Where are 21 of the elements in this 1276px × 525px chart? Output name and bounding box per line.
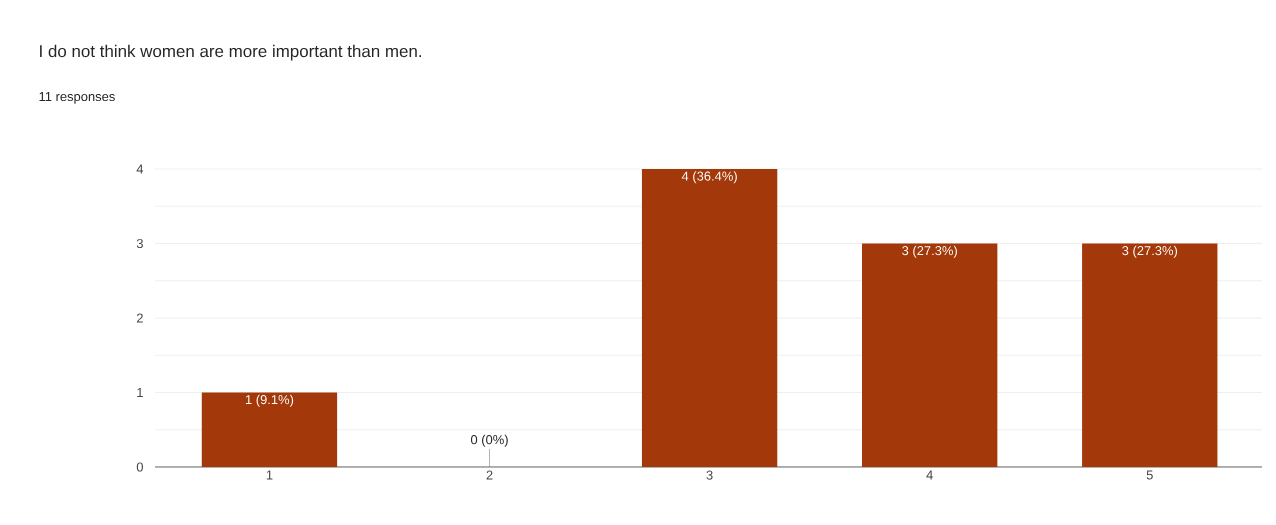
x-tick-label: 5: [1146, 470, 1153, 480]
chart-title: I do not think women are more important than men.: [40, 44, 422, 61]
x-tick-label: 3: [706, 470, 713, 480]
data-label: 0 (0%): [470, 434, 508, 447]
bar: [201, 392, 338, 467]
bar: [641, 168, 778, 467]
x-tick-label: 1: [266, 470, 273, 480]
y-tick-label: 4: [136, 164, 144, 174]
y-tick-label: 2: [136, 313, 143, 323]
x-tick-label: 4: [926, 470, 933, 480]
chart-subtitle: 11 responses: [39, 92, 115, 104]
y-tick-label: 1: [137, 388, 143, 397]
bar: [862, 243, 998, 467]
y-tick-label: 0: [136, 462, 143, 472]
data-label: 3 (27.3%): [1122, 245, 1178, 258]
x-tick-label: 2: [486, 470, 493, 480]
bar: [1082, 243, 1218, 467]
data-label: 4 (36.4%): [681, 171, 737, 184]
data-label: 3 (27.3%): [902, 245, 957, 258]
y-tick-label: 3: [136, 238, 143, 249]
data-label: 1 (9.1%): [245, 394, 294, 407]
